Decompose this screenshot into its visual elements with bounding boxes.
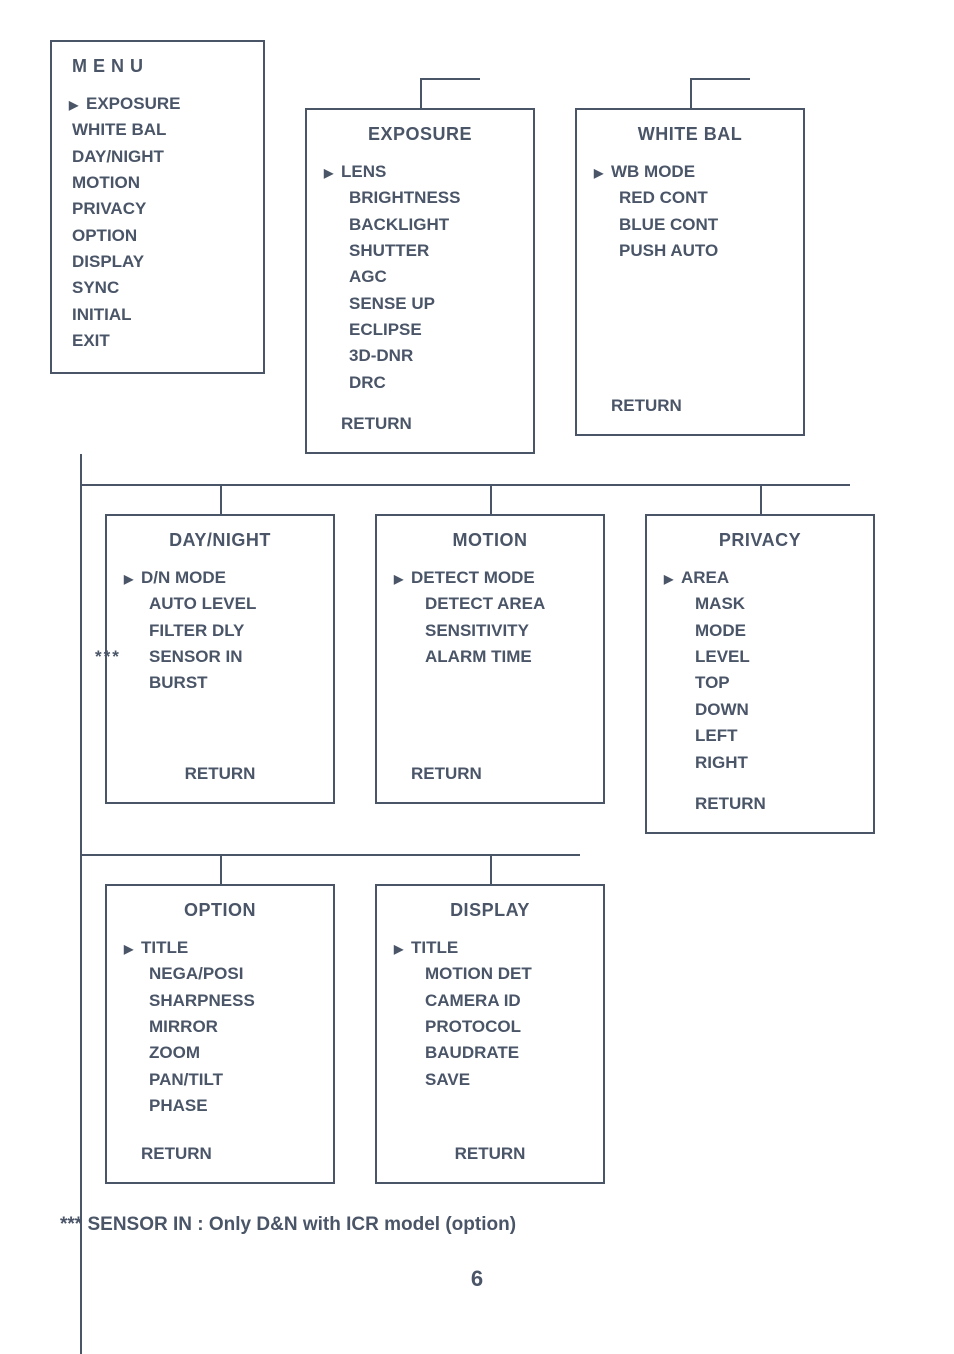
connector xyxy=(80,484,850,486)
exposure-return: RETURN xyxy=(327,414,513,434)
main-menu-item: PRIVACY xyxy=(72,196,243,222)
menu-item: LEFT xyxy=(667,723,853,749)
menu-item: MOTION DET xyxy=(397,961,583,987)
menu-item: DETECT MODE xyxy=(397,565,583,591)
motion-box: MOTION DETECT MODEDETECT AREASENSITIVITY… xyxy=(375,514,605,804)
connector xyxy=(220,854,280,856)
whitebal-box: WHITE BAL WB MODERED CONTBLUE CONTPUSH A… xyxy=(575,108,805,436)
menu-item: NEGA/POSI xyxy=(127,961,313,987)
menu-item: WB MODE xyxy=(597,159,783,185)
menu-item: FILTER DLY xyxy=(127,618,313,644)
display-return: RETURN xyxy=(377,1144,603,1164)
motion-title: MOTION xyxy=(397,530,583,551)
menu-item: ***SENSOR IN xyxy=(127,644,313,670)
privacy-title: PRIVACY xyxy=(667,530,853,551)
option-return: RETURN xyxy=(127,1144,212,1164)
menu-item: BACKLIGHT xyxy=(327,212,513,238)
daynight-return: RETURN xyxy=(107,764,333,784)
connector xyxy=(690,78,692,108)
menu-item: DOWN xyxy=(667,697,853,723)
main-menu-item: MOTION xyxy=(72,170,243,196)
menu-item: AUTO LEVEL xyxy=(127,591,313,617)
menu-item: BAUDRATE xyxy=(397,1040,583,1066)
menu-item: PUSH AUTO xyxy=(597,238,783,264)
footnote-text: Only D&N with ICR model (option) xyxy=(209,1214,516,1235)
display-box: DISPLAY TITLEMOTION DETCAMERA IDPROTOCOL… xyxy=(375,884,605,1184)
main-menu-item: DAY/NIGHT xyxy=(72,144,243,170)
privacy-box: PRIVACY AREAMASKMODELEVELTOPDOWNLEFTRIGH… xyxy=(645,514,875,834)
menu-item: SAVE xyxy=(397,1067,583,1093)
menu-title: M E N U xyxy=(72,56,243,77)
connector xyxy=(760,484,820,486)
menu-item: LEVEL xyxy=(667,644,853,670)
menu-item: CAMERA ID xyxy=(397,988,583,1014)
connector xyxy=(490,484,492,514)
main-menu-item: DISPLAY xyxy=(72,249,243,275)
main-menu-item: SYNC xyxy=(72,275,243,301)
exposure-title: EXPOSURE xyxy=(327,124,513,145)
connector xyxy=(220,854,222,884)
menu-item: AGC xyxy=(327,264,513,290)
menu-item: PAN/TILT xyxy=(127,1067,313,1093)
menu-item: MIRROR xyxy=(127,1014,313,1040)
whitebal-return: RETURN xyxy=(597,396,682,416)
daynight-box: DAY/NIGHT D/N MODEAUTO LEVELFILTER DLY**… xyxy=(105,514,335,804)
menu-item: RED CONT xyxy=(597,185,783,211)
connector xyxy=(420,78,422,108)
privacy-return: RETURN xyxy=(667,794,853,814)
footnote: *** SENSOR IN : Only D&N with ICR model … xyxy=(60,1214,904,1236)
connector xyxy=(420,78,480,80)
exposure-box: EXPOSURE LENSBRIGHTNESSBACKLIGHTSHUTTERA… xyxy=(305,108,535,454)
main-menu-item: WHITE BAL xyxy=(72,117,243,143)
connector xyxy=(490,484,550,486)
main-menu-item: INITIAL xyxy=(72,302,243,328)
footnote-stars: *** xyxy=(60,1214,82,1235)
page-number: 6 xyxy=(50,1266,904,1292)
connector xyxy=(220,484,280,486)
menu-item: ZOOM xyxy=(127,1040,313,1066)
connector xyxy=(490,854,550,856)
daynight-title: DAY/NIGHT xyxy=(127,530,313,551)
menu-item: PROTOCOL xyxy=(397,1014,583,1040)
main-menu-item: OPTION xyxy=(72,223,243,249)
menu-item: LENS xyxy=(327,159,513,185)
footnote-sep: : xyxy=(192,1214,209,1235)
menu-item: PHASE xyxy=(127,1093,313,1119)
connector xyxy=(490,854,492,884)
connector xyxy=(220,484,222,514)
menu-item: D/N MODE xyxy=(127,565,313,591)
menu-item: RIGHT xyxy=(667,750,853,776)
menu-box: M E N U EXPOSUREWHITE BALDAY/NIGHTMOTION… xyxy=(50,40,265,374)
menu-item: ECLIPSE xyxy=(327,317,513,343)
menu-item: DETECT AREA xyxy=(397,591,583,617)
menu-item: SHUTTER xyxy=(327,238,513,264)
menu-item: TOP xyxy=(667,670,853,696)
menu-item: MASK xyxy=(667,591,853,617)
option-box: OPTION TITLENEGA/POSISHARPNESSMIRRORZOOM… xyxy=(105,884,335,1184)
display-title: DISPLAY xyxy=(397,900,583,921)
menu-item: AREA xyxy=(667,565,853,591)
connector xyxy=(80,454,82,1354)
menu-item: 3D-DNR xyxy=(327,343,513,369)
connector xyxy=(690,78,750,80)
footnote-bold: SENSOR IN xyxy=(87,1214,192,1235)
motion-return: RETURN xyxy=(397,764,482,784)
main-menu-item: EXPOSURE xyxy=(72,91,243,117)
menu-item: SENSE UP xyxy=(327,291,513,317)
menu-item: TITLE xyxy=(127,935,313,961)
main-menu-item: EXIT xyxy=(72,328,243,354)
connector xyxy=(760,484,762,514)
option-title: OPTION xyxy=(127,900,313,921)
menu-item: BURST xyxy=(127,670,313,696)
menu-item: TITLE xyxy=(397,935,583,961)
menu-item: BLUE CONT xyxy=(597,212,783,238)
menu-item: DRC xyxy=(327,370,513,396)
menu-item: MODE xyxy=(667,618,853,644)
whitebal-title: WHITE BAL xyxy=(597,124,783,145)
menu-item: SENSITIVITY xyxy=(397,618,583,644)
menu-item: ALARM TIME xyxy=(397,644,583,670)
menu-item: BRIGHTNESS xyxy=(327,185,513,211)
menu-item: SHARPNESS xyxy=(127,988,313,1014)
